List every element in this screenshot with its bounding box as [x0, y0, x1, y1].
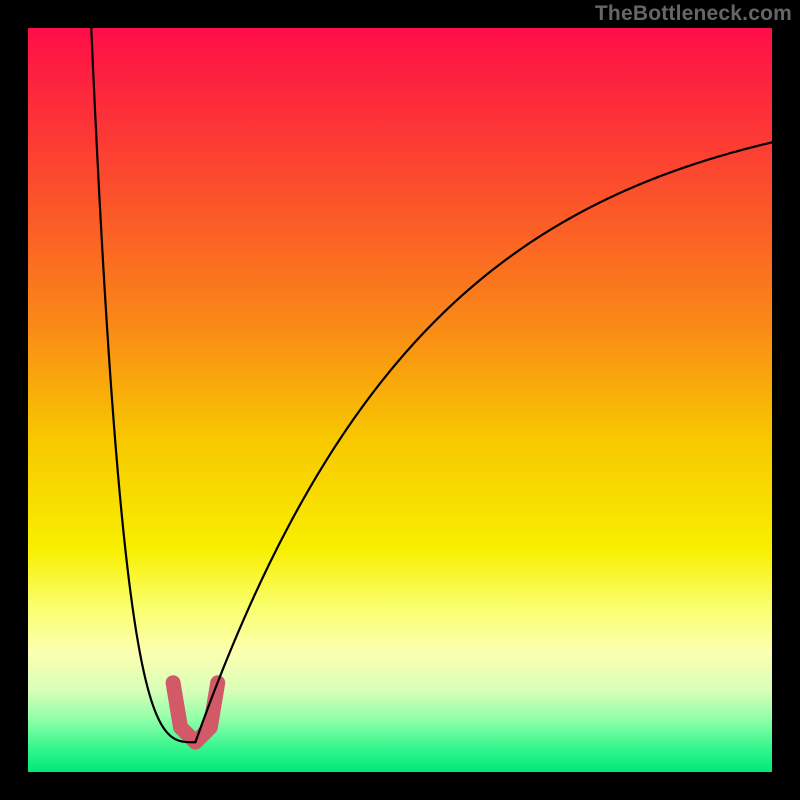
bottleneck-chart [0, 0, 800, 800]
watermark-text: TheBottleneck.com [595, 2, 792, 26]
gradient-background [28, 28, 772, 772]
chart-frame: TheBottleneck.com [0, 0, 800, 800]
